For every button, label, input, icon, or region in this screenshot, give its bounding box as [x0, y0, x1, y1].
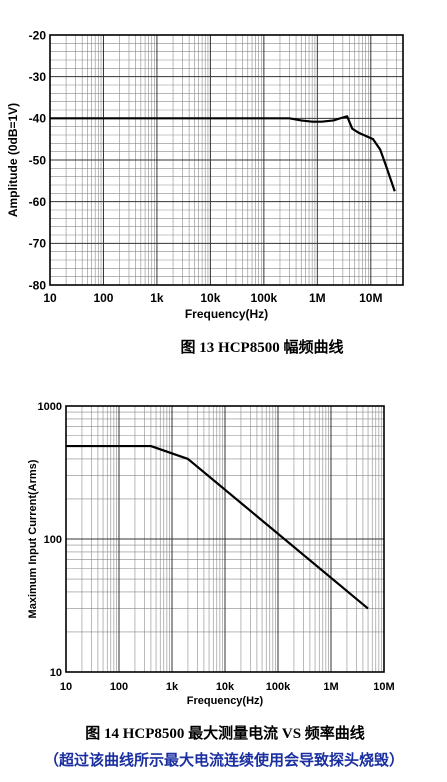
- current-chart-warning-note: （超过该曲线所示最大电流连续使用会导致探头烧毁）: [44, 751, 404, 769]
- y-tick-label: -30: [29, 70, 47, 84]
- y-tick-label: -20: [29, 28, 47, 42]
- max-current-frequency-chart: 10 100 1k 10k 100k 1M 10M 10 100 1000 Frequency(Hz…: [27, 401, 395, 707]
- y-tick-label: -80: [29, 278, 47, 292]
- x-tick-label: 10: [60, 681, 72, 693]
- y-tick-label: 1000: [38, 401, 62, 413]
- y-tick-label: -40: [29, 112, 47, 126]
- y-tick-label: -70: [29, 237, 47, 251]
- current-chart-caption: 图 14 HCP8500 最大测量电流 VS 频率曲线: [85, 724, 365, 742]
- series-line: [66, 444, 369, 610]
- y-axis-label: Maximum Input Current(Arms): [27, 459, 39, 618]
- x-tick-label: 1M: [309, 291, 326, 305]
- plot-frame: [49, 34, 404, 286]
- x-tick-label: 1k: [166, 681, 179, 693]
- y-tick-label: -50: [29, 153, 47, 167]
- series-line: [50, 115, 396, 192]
- plot-frame: [65, 405, 385, 673]
- x-tick-label: 10M: [373, 681, 394, 693]
- y-tick-label: 100: [44, 534, 62, 546]
- x-axis-label: Frequency(Hz): [187, 695, 264, 707]
- x-tick-label: 100: [93, 291, 113, 305]
- x-tick-label: 10M: [359, 291, 382, 305]
- amplitude-frequency-chart: 10 100 1k 10k 100k 1M 10M -20 -30 -40 -50 -60 -70 -80…: [6, 28, 404, 321]
- x-tick-label: 1k: [150, 291, 164, 305]
- x-tick-label: 10: [43, 291, 57, 305]
- y-axis-label: Amplitude (0dB=1V): [6, 103, 20, 217]
- x-tick-label: 10k: [216, 681, 235, 693]
- x-tick-label: 100k: [251, 291, 278, 305]
- amplitude-chart-caption: 图 13 HCP8500 幅频曲线: [181, 338, 344, 356]
- x-tick-label: 1M: [323, 681, 338, 693]
- x-tick-label: 100: [110, 681, 128, 693]
- y-tick-label: -60: [29, 195, 47, 209]
- x-tick-label: 100k: [266, 681, 291, 693]
- y-tick-label: 10: [50, 667, 62, 679]
- x-tick-label: 10k: [200, 291, 220, 305]
- x-axis-label: Frequency(Hz): [185, 307, 268, 321]
